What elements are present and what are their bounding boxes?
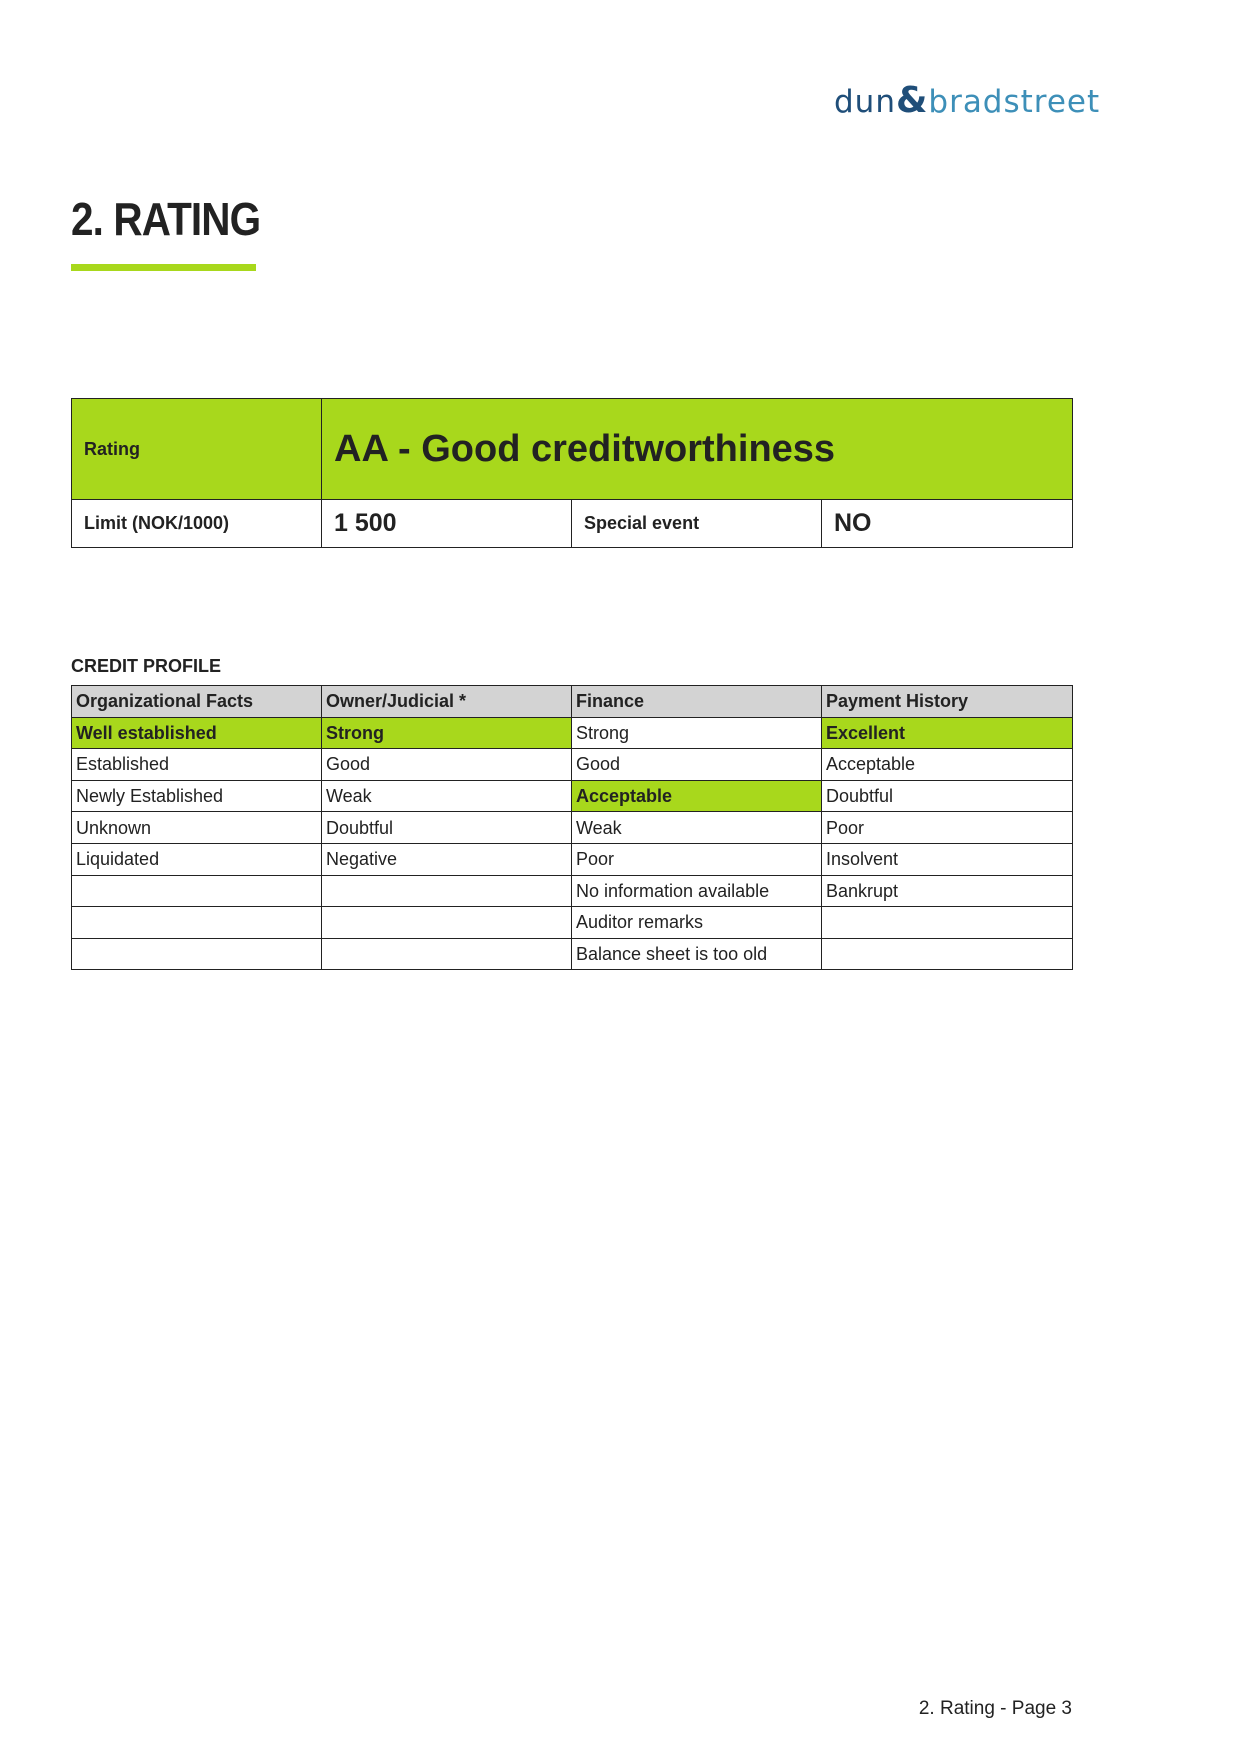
table-cell [71,937,322,971]
rating-value: AA - Good creditworthiness [321,398,1073,500]
title-underline [71,264,256,271]
rating-label: Rating [71,398,322,500]
table-cell: Good [571,748,822,781]
page-title: 2. RATING [71,193,261,245]
table-cell: Poor [571,842,822,876]
table-row: Established Good Good Acceptable [71,748,1073,781]
table-cell: Poor [821,811,1073,844]
table-cell: Excellent [821,716,1073,750]
page-footer: 2. Rating - Page 3 [918,1698,1072,1719]
special-event-label: Special event [571,499,822,548]
table-cell: Balance sheet is too old [571,937,822,971]
table-cell [321,906,572,939]
table-cell: Established [71,748,322,781]
logo-text-bradstreet: bradstreet [928,84,1101,120]
table-cell: Auditor remarks [571,906,822,939]
table-cell: No information available [571,874,822,908]
table-cell: Doubtful [321,811,572,844]
limit-value: 1 500 [321,499,572,548]
table-cell [71,906,322,939]
table-cell: Liquidated [71,842,322,876]
table-cell: Bankrupt [821,874,1073,908]
table-cell: Negative [321,842,572,876]
limit-label: Limit (NOK/1000) [71,499,322,548]
table-cell: Insolvent [821,842,1073,876]
credit-profile-table: Organizational Facts Owner/Judicial * Fina… [71,685,1073,971]
column-header: Finance [571,685,822,718]
table-cell: Weak [321,779,572,813]
table-cell [321,937,572,971]
table-cell: Good [321,748,572,781]
table-cell: Acceptable [571,779,822,813]
table-cell: Acceptable [821,748,1073,781]
table-cell: Well established [71,716,322,750]
table-row: Liquidated Negative Poor Insolvent [71,842,1073,876]
table-cell [821,937,1073,971]
table-row: Balance sheet is too old [71,937,1073,971]
column-header: Organizational Facts [71,685,322,718]
table-row: Newly Established Weak Acceptable Doubtful [71,779,1073,813]
table-row: Auditor remarks [71,906,1073,939]
table-cell: Strong [571,716,822,750]
credit-profile-label: CREDIT PROFILE [71,656,222,676]
table-cell: Newly Established [71,779,322,813]
table-cell: Doubtful [821,779,1073,813]
table-cell [321,874,572,908]
table-cell: Unknown [71,811,322,844]
column-header: Owner/Judicial * [321,685,572,718]
logo-text-dun: dun [834,84,896,120]
table-cell: Strong [321,716,572,750]
logo-ampersand: & [895,80,929,121]
table-cell: Weak [571,811,822,844]
table-row: No information available Bankrupt [71,874,1073,908]
table-cell [821,906,1073,939]
column-header: Payment History [821,685,1073,718]
table-cell [71,874,322,908]
table-row: Well established Strong Strong Excellent [71,716,1073,750]
dun-bradstreet-logo: dun&bradstreet [834,80,1100,121]
special-event-value: NO [821,499,1073,548]
rating-table: Rating AA - Good creditworthiness Limit … [71,398,1073,548]
table-row: Unknown Doubtful Weak Poor [71,811,1073,844]
